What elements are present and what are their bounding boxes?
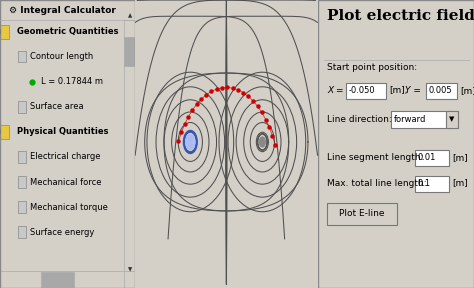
- Circle shape: [188, 138, 193, 146]
- Bar: [40, 272, 74, 287]
- FancyBboxPatch shape: [426, 83, 457, 99]
- Text: ▼: ▼: [128, 267, 132, 272]
- FancyBboxPatch shape: [446, 111, 458, 128]
- Text: -0.050: -0.050: [349, 86, 375, 95]
- Text: Physical Quantities: Physical Quantities: [17, 127, 109, 137]
- Bar: [18, 176, 26, 188]
- Text: Plot E-line: Plot E-line: [339, 209, 385, 218]
- Text: forward: forward: [394, 115, 427, 124]
- Text: Max. total line length:: Max. total line length:: [327, 179, 427, 187]
- Bar: [124, 37, 135, 66]
- Bar: [0, 125, 9, 139]
- Text: Line direction:: Line direction:: [327, 115, 392, 124]
- Bar: [124, 20, 135, 271]
- Text: [m],: [m],: [390, 86, 408, 95]
- Bar: [18, 101, 26, 113]
- Text: [m]: [m]: [452, 153, 468, 162]
- Text: 0.01: 0.01: [418, 153, 436, 162]
- Text: Plot electric field line: Plot electric field line: [327, 9, 474, 23]
- Text: L = 0.17844 m: L = 0.17844 m: [40, 77, 102, 86]
- Text: Contour length: Contour length: [30, 52, 93, 61]
- Bar: [0, 271, 124, 288]
- FancyBboxPatch shape: [415, 176, 449, 192]
- Text: X =: X =: [327, 86, 344, 95]
- Text: 0.1: 0.1: [418, 179, 431, 187]
- FancyBboxPatch shape: [391, 111, 450, 128]
- Bar: [0, 0, 135, 20]
- Bar: [18, 226, 26, 238]
- Bar: [18, 151, 26, 163]
- FancyBboxPatch shape: [415, 150, 449, 166]
- Text: Surface energy: Surface energy: [30, 228, 94, 237]
- Bar: [0, 25, 9, 39]
- Circle shape: [259, 137, 265, 147]
- Text: Electrical charge: Electrical charge: [30, 152, 100, 162]
- Text: ▼: ▼: [449, 116, 455, 122]
- Text: Start point position:: Start point position:: [327, 63, 417, 72]
- Text: ⚙ Integral Calculator: ⚙ Integral Calculator: [9, 5, 116, 15]
- Text: Surface area: Surface area: [30, 102, 83, 111]
- Text: Line segment length:: Line segment length:: [327, 153, 423, 162]
- FancyBboxPatch shape: [346, 83, 386, 99]
- FancyBboxPatch shape: [327, 203, 397, 225]
- Circle shape: [186, 135, 195, 149]
- Bar: [18, 201, 26, 213]
- Text: Mechanical force: Mechanical force: [30, 177, 101, 187]
- Text: ▲: ▲: [128, 13, 132, 18]
- Bar: [18, 51, 26, 62]
- Text: 0.005: 0.005: [428, 86, 452, 95]
- Text: [m]: [m]: [452, 179, 468, 187]
- Text: Mechanical torque: Mechanical torque: [30, 202, 108, 212]
- Circle shape: [187, 136, 194, 148]
- Text: Y =: Y =: [405, 86, 421, 95]
- Text: Geometric Quantities: Geometric Quantities: [17, 27, 118, 36]
- Text: [m]: [m]: [460, 86, 474, 95]
